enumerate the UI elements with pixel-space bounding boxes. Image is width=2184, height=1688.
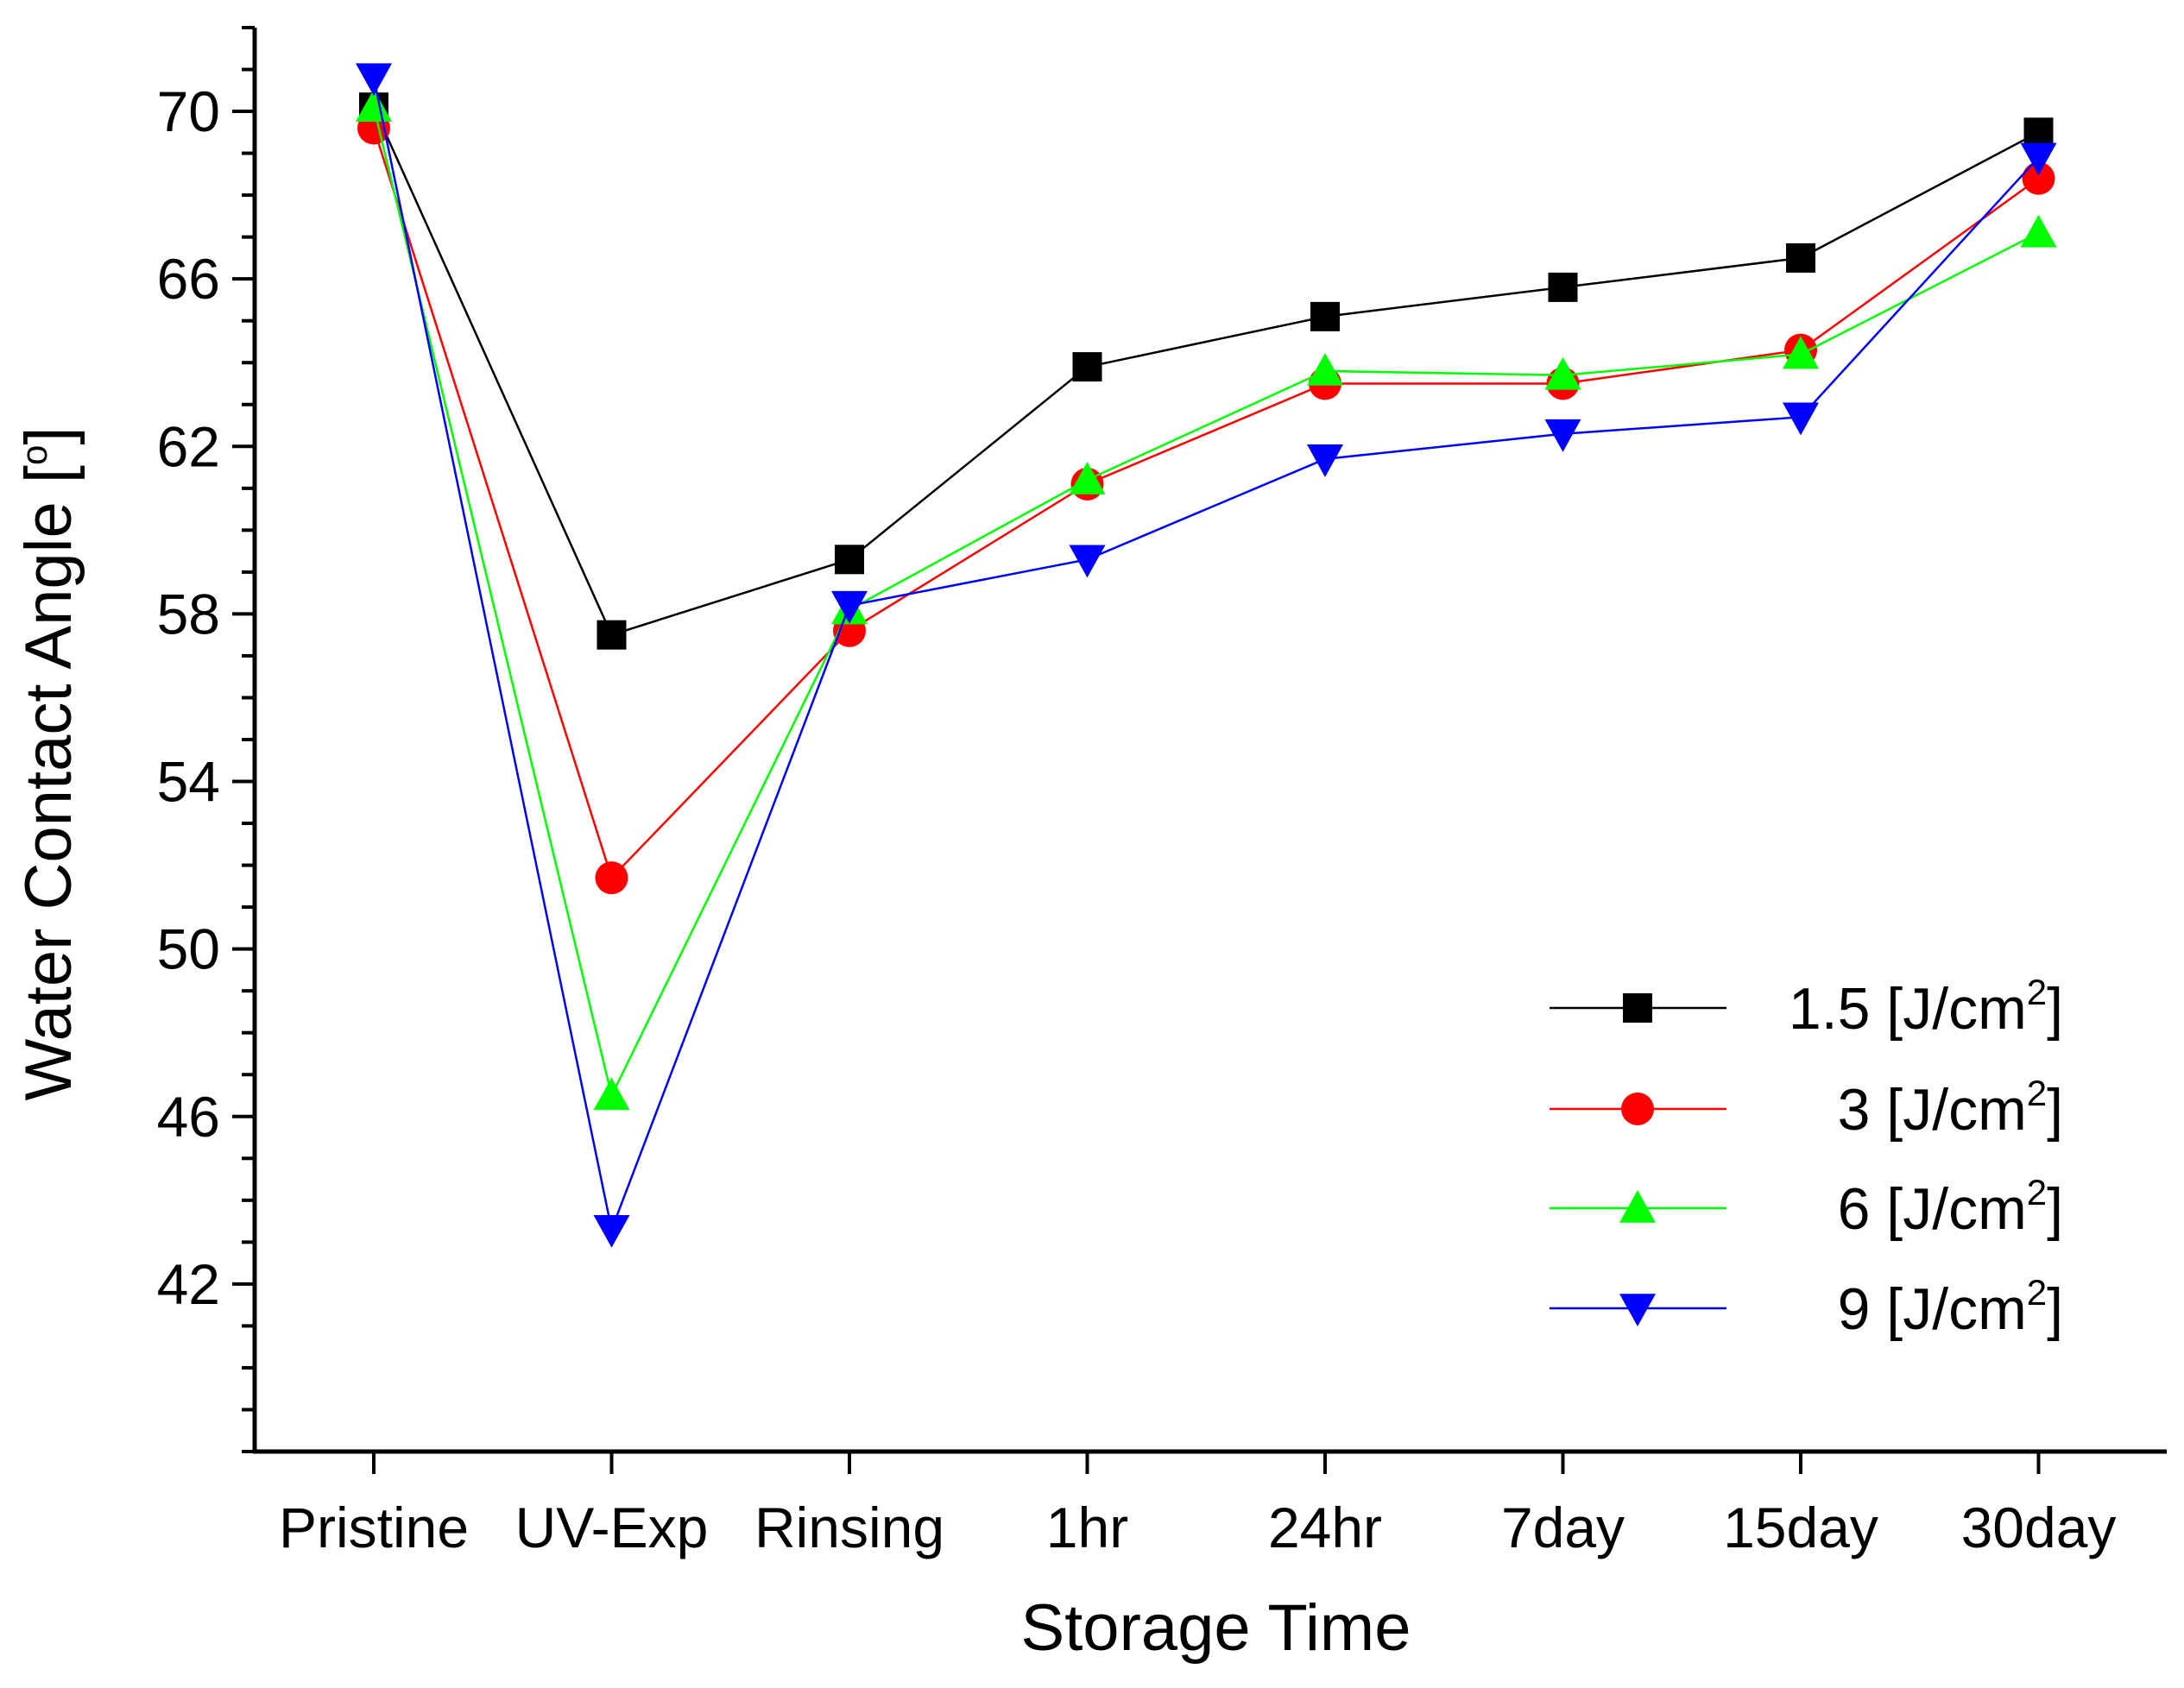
data-point — [2022, 161, 2055, 195]
data-point — [1783, 402, 1819, 436]
y-tick-label: 54 — [157, 750, 220, 814]
x-tick-label: 24hr — [1268, 1496, 1382, 1559]
data-point — [831, 590, 868, 624]
x-axis-title: Storage Time — [1021, 1591, 1411, 1665]
data-point — [2020, 214, 2057, 248]
data-point — [1307, 352, 1343, 386]
series-2 — [357, 111, 2055, 895]
x-tick-label: UV-Exp — [515, 1496, 709, 1559]
legend-item: 9 [J/cm2] — [1550, 1272, 2063, 1342]
x-tick-label: 7day — [1501, 1496, 1625, 1559]
data-point — [356, 89, 392, 123]
legend-item: 6 [J/cm2] — [1550, 1172, 2063, 1242]
legend-marker — [1621, 1093, 1654, 1125]
legend-label: 1.5 [J/cm2] — [1789, 972, 2063, 1042]
x-axis-ticks: Pristine UV-Exp Rinsing 1hr 24hr 7day 15day 30d… — [279, 1452, 2116, 1559]
y-axis-title: Water Contact Angle [o] — [12, 427, 85, 1101]
legend-label: 9 [J/cm2] — [1838, 1272, 2063, 1342]
data-point — [595, 861, 628, 895]
data-point — [1544, 356, 1581, 390]
y-tick-label: 46 — [157, 1085, 220, 1149]
data-point — [1786, 242, 1815, 273]
data-point — [2023, 117, 2054, 148]
legend-label: 3 [J/cm2] — [1838, 1073, 2063, 1143]
legend-item: 1.5 [J/cm2] — [1550, 972, 2063, 1042]
y-tick-label: 62 — [157, 414, 220, 478]
x-tick-label: Pristine — [279, 1496, 469, 1559]
x-tick-label: 15day — [1723, 1496, 1878, 1559]
data-point — [2020, 142, 2057, 176]
series-line — [372, 106, 2040, 637]
y-tick-label: 66 — [157, 247, 220, 311]
series-layer — [356, 63, 2057, 1248]
series-1 — [359, 92, 2054, 650]
series-line — [372, 106, 2040, 1099]
y-tick-label: 50 — [157, 917, 220, 981]
x-tick-label: 30day — [1961, 1496, 2117, 1559]
data-point — [593, 1077, 630, 1111]
data-point — [1310, 301, 1340, 331]
series-line — [372, 128, 2040, 880]
series-3 — [356, 89, 2057, 1111]
data-point — [593, 1214, 630, 1248]
data-point — [1069, 545, 1106, 578]
y-axis-ticks: 42 46 50 54 58 62 66 70 — [157, 26, 255, 1453]
legend: 1.5 [J/cm2] 3 [J/cm2] 6 [J/cm2] 9 [J/cm2] — [1550, 972, 2063, 1342]
data-point — [1072, 352, 1102, 382]
data-point — [1783, 336, 1819, 369]
data-point — [1548, 272, 1578, 302]
legend-item: 3 [J/cm2] — [1550, 1073, 2063, 1143]
series-4 — [356, 63, 2057, 1248]
legend-label: 6 [J/cm2] — [1838, 1172, 2063, 1242]
x-tick-label: 1hr — [1046, 1496, 1128, 1559]
data-point — [835, 545, 864, 575]
x-tick-label: Rinsing — [754, 1496, 944, 1559]
data-point — [596, 620, 627, 650]
legend-marker — [1619, 1190, 1656, 1223]
data-point — [1544, 419, 1581, 452]
y-tick-label: 70 — [157, 79, 220, 143]
legend-marker — [1623, 993, 1652, 1023]
y-tick-label: 42 — [157, 1252, 220, 1316]
data-point — [356, 63, 392, 97]
data-point — [1069, 462, 1106, 494]
legend-marker — [1619, 1294, 1656, 1326]
data-point — [1307, 444, 1343, 477]
series-line — [372, 77, 2040, 1234]
y-tick-label: 58 — [157, 582, 220, 646]
